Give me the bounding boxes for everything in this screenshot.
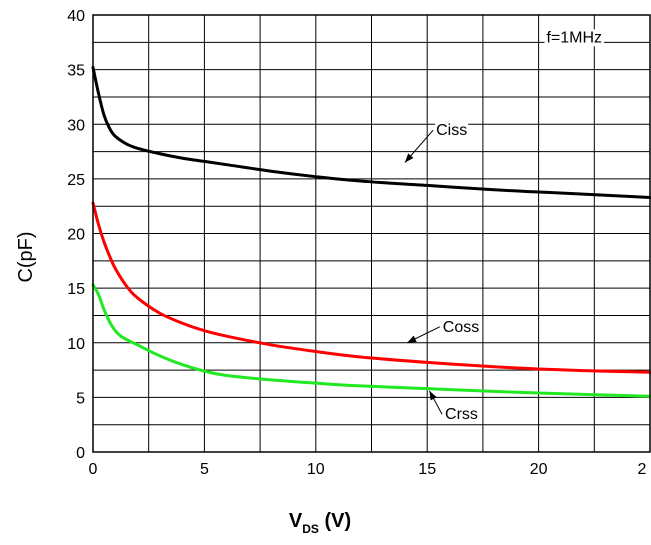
x-tick-label: 0 — [89, 461, 98, 478]
arrow-head-icon — [429, 390, 437, 401]
series-label-bg-ciss — [435, 122, 469, 140]
x-tick-label: 5 — [200, 461, 209, 478]
x-tick-label: 20 — [530, 461, 548, 478]
y-tick-label: 30 — [67, 117, 85, 134]
x-tick-label: 15 — [418, 461, 436, 478]
arrow-head-icon — [407, 335, 417, 343]
y-tick-label: 10 — [67, 336, 85, 353]
x-axis-label-unit: (V) — [319, 510, 351, 532]
y-tick-label: 20 — [67, 227, 85, 244]
frequency-annotation-bg — [544, 29, 605, 47]
frequency-annotation: f=1MHz — [546, 29, 602, 46]
y-tick-label: 35 — [67, 63, 85, 80]
y-tick-label: 25 — [67, 172, 85, 189]
annotations: f=1MHz Ciss Coss Crss — [404, 29, 605, 424]
series-line-crss — [91, 283, 651, 398]
plot-frame — [92, 14, 651, 453]
series-label-coss: Coss — [443, 319, 479, 336]
y-tick-label: 15 — [67, 281, 85, 298]
series-line-ciss — [91, 65, 651, 199]
series-label-crss: Crss — [445, 406, 478, 423]
grid — [93, 15, 650, 452]
y-tick-label: 0 — [76, 445, 85, 462]
x-axis-label: VDS (V) — [289, 510, 351, 536]
y-tick-label: 40 — [67, 8, 85, 25]
series-label-bg-crss — [444, 406, 479, 424]
series-layer — [91, 65, 651, 398]
x-tick-label: 2 — [638, 461, 647, 478]
arrow-head-icon — [404, 153, 414, 163]
x-tick-label: 10 — [307, 461, 325, 478]
x-axis-label-sub: DS — [302, 522, 319, 536]
series-label-bg-coss — [441, 318, 481, 336]
x-axis-label-main: V — [289, 510, 303, 532]
y-axis-label: C(pF) — [15, 231, 37, 282]
series-label-ciss: Ciss — [436, 122, 467, 139]
y-tick-label: 5 — [76, 390, 85, 407]
series-line-coss — [91, 201, 651, 374]
